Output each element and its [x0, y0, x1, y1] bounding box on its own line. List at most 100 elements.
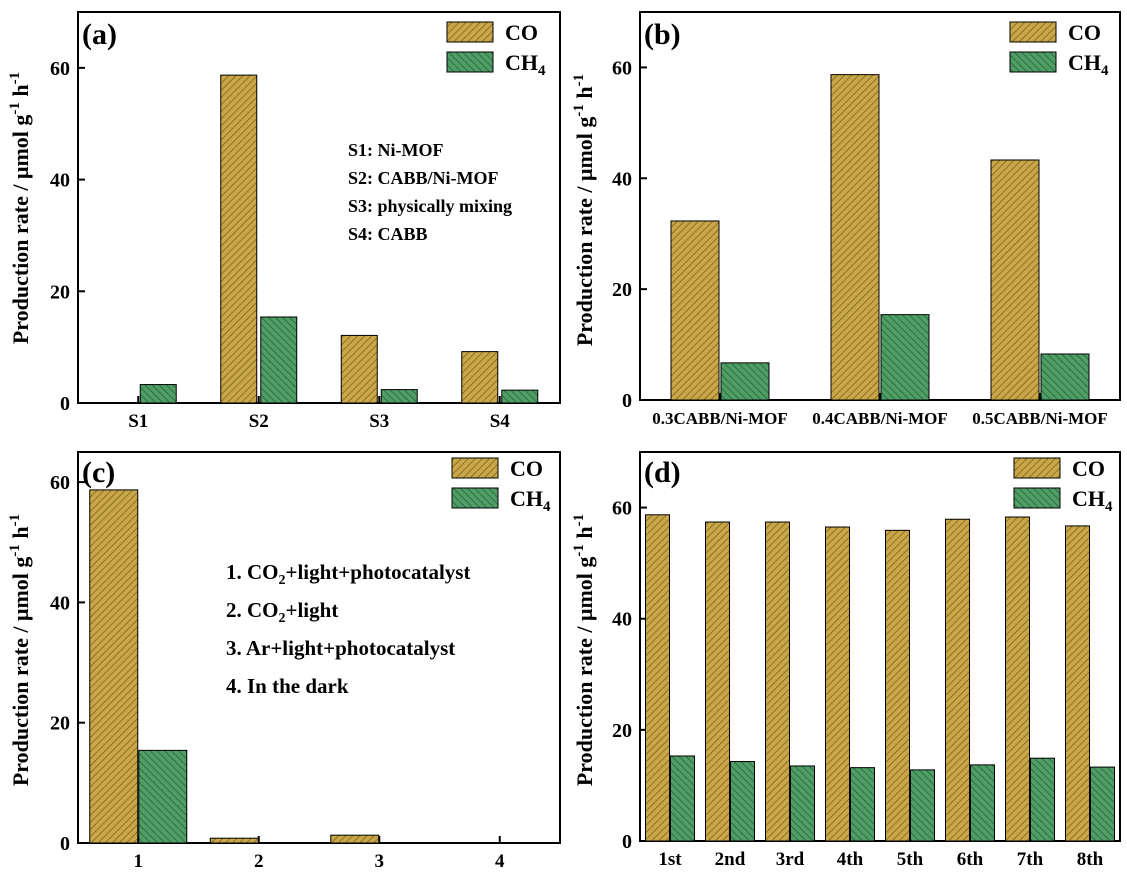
plot-frame	[77, 451, 561, 844]
annotation: 3. Ar+light+photocatalyst	[226, 636, 455, 660]
bar-ch4-S4	[501, 389, 539, 404]
x-tick-label: 3	[375, 851, 385, 872]
y-tick-label: 20	[50, 713, 70, 735]
bar-ch4-4th	[850, 767, 875, 842]
y-tick-label: 40	[612, 609, 632, 631]
bar-ch4-6th	[970, 764, 995, 842]
bar-co-3rd	[765, 521, 790, 842]
bar-co-8th	[1065, 525, 1090, 842]
bar-co-S4	[461, 351, 499, 404]
y-axis-label-sup: -1	[571, 544, 587, 557]
legend-ch4-sub: 4	[1101, 63, 1109, 79]
y-axis-label: Production rate / μmol g-1 h-1	[7, 72, 33, 344]
legend-swatch-ch4	[1009, 51, 1057, 73]
bar-co-0.4CABB/Ni-MOF	[830, 74, 880, 401]
annotation: 4. In the dark	[226, 674, 349, 698]
bar-ch4-S2	[260, 316, 298, 404]
bar-co-0.5CABB/Ni-MOF	[990, 159, 1040, 401]
legend-label-ch4: CH4	[510, 486, 551, 515]
annotation: 2. CO2+light	[226, 598, 338, 626]
bar-co-S2	[220, 74, 258, 404]
y-tick-label: 60	[612, 498, 632, 520]
y-tick-label: 0	[60, 393, 70, 415]
legend-swatch-co	[1009, 21, 1057, 43]
bar-co-2nd	[705, 521, 730, 842]
bar-ch4-0.4CABB/Ni-MOF	[880, 314, 930, 401]
y-axis-label-h: h	[572, 526, 597, 544]
bar-co-2	[209, 837, 259, 844]
bar-ch4-8th	[1090, 766, 1115, 842]
y-tick-label: 0	[60, 833, 70, 855]
y-axis-label-main: Production rate / μmol g	[572, 117, 597, 347]
y-axis-label-sup2: -1	[571, 74, 587, 87]
panel-d: 0 20 40 60 1st 2nd 3rd 4th 5th 6th 7th 8th (d) CO CH4 P…	[571, 451, 1121, 870]
y-tick-label: 60	[50, 58, 70, 80]
annotation-part: +light+photocatalyst	[286, 560, 471, 584]
legend-label-co: CO	[505, 20, 538, 45]
x-tick-label: 4th	[837, 849, 864, 870]
panel-label: (a)	[82, 18, 117, 51]
x-tick-label: 8th	[1077, 849, 1104, 870]
legend: CO CH4	[446, 20, 546, 79]
y-axis-label-sup: -1	[7, 102, 23, 115]
y-tick-label: 20	[50, 281, 70, 303]
legend-ch4-main: CH	[1072, 486, 1105, 511]
y-tick-label: 60	[612, 57, 632, 79]
legend-swatch-ch4	[446, 51, 494, 73]
legend-ch4-sub: 4	[538, 63, 546, 79]
bar-ch4-3rd	[790, 765, 815, 842]
bar-ch4-0.5CABB/Ni-MOF	[1040, 353, 1090, 401]
x-tick-label: 7th	[1017, 849, 1044, 870]
bar-ch4-0.3CABB/Ni-MOF	[720, 362, 770, 401]
annotation: S3: physically mixing	[348, 196, 512, 216]
panel-label: (d)	[644, 456, 681, 489]
y-tick-label: 20	[612, 720, 632, 742]
annotation: S1: Ni-MOF	[348, 140, 443, 160]
legend-ch4-sub: 4	[543, 499, 551, 515]
bar-co-1	[89, 489, 139, 844]
annotation-part: 3. Ar+light+photocatalyst	[226, 636, 455, 660]
y-axis-label-sup2: -1	[7, 514, 23, 527]
bar-ch4-2nd	[730, 761, 755, 842]
x-tick-label: 1st	[658, 849, 682, 870]
panel-label: (c)	[82, 456, 115, 489]
y-axis-label-h: h	[572, 86, 597, 104]
bar-co-1st	[645, 514, 670, 842]
bar-ch4-5th	[910, 769, 935, 842]
y-axis-label-sup2: -1	[571, 514, 587, 527]
legend: CO CH4	[1009, 20, 1109, 79]
annotation-part: 4. In the dark	[226, 674, 349, 698]
y-tick-label: 20	[612, 279, 632, 301]
y-axis-label-h: h	[8, 526, 33, 544]
bar-ch4-1st	[670, 755, 695, 842]
x-tick-label: S4	[490, 411, 511, 432]
panel-b: 0 20 40 60 0.3CABB/Ni-MOF 0.4CABB/Ni-MOF 0.5CA…	[571, 11, 1121, 428]
y-tick-label: 40	[612, 168, 632, 190]
y-axis-label: Production rate / μmol g-1 h-1	[571, 74, 597, 346]
legend-swatch-ch4	[451, 487, 499, 509]
annotation: S2: CABB/Ni-MOF	[348, 168, 499, 188]
bar-ch4-S1	[139, 384, 177, 404]
bar-co-7th	[1005, 516, 1030, 842]
legend-swatch-co	[451, 457, 499, 479]
y-axis-label: Production rate / μmol g-1 h-1	[7, 514, 33, 786]
legend-swatch-co	[446, 21, 494, 43]
bar-co-4th	[825, 526, 850, 842]
annotation-part: 2. CO	[226, 598, 279, 622]
legend-label-co: CO	[1072, 456, 1105, 481]
x-tick-label: 2	[254, 851, 264, 872]
legend-label-co: CO	[1068, 20, 1101, 45]
y-axis-label-h: h	[8, 84, 33, 102]
legend: CO CH4	[451, 456, 551, 515]
bar-ch4-S3	[380, 389, 418, 404]
legend-label-ch4: CH4	[1072, 486, 1113, 515]
y-axis-label-main: Production rate / μmol g	[8, 557, 33, 787]
legend: CO CH4	[1013, 456, 1113, 515]
annotation: 1. CO2+light+photocatalyst	[226, 560, 470, 588]
legend-ch4-main: CH	[510, 486, 543, 511]
bar-co-S3	[340, 334, 378, 404]
y-tick-label: 40	[50, 170, 70, 192]
y-axis-label-main: Production rate / μmol g	[572, 557, 597, 787]
